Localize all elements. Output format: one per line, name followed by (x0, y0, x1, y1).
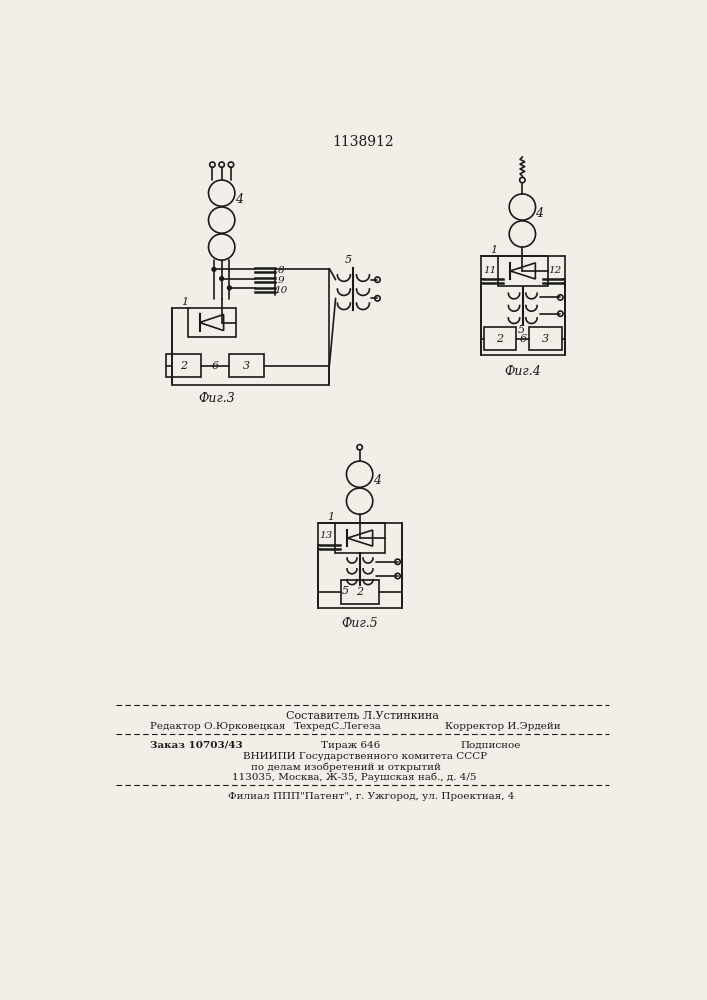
Text: Редактор О.Юрковецкая: Редактор О.Юрковецкая (151, 722, 286, 731)
Text: ТехредС.Легеза: ТехредС.Легеза (293, 722, 382, 731)
Text: 10: 10 (275, 286, 288, 295)
Text: Фиг.4: Фиг.4 (504, 365, 541, 378)
Bar (187, 308, 235, 337)
Text: 1: 1 (327, 512, 334, 522)
Circle shape (228, 286, 231, 290)
Text: 5: 5 (518, 325, 525, 335)
Text: Заказ 10703/43: Заказ 10703/43 (151, 741, 243, 750)
Text: 6: 6 (211, 361, 218, 371)
Bar (341, 580, 380, 604)
Text: 113035, Москва, Ж-35, Раушская наб., д. 4/5: 113035, Москва, Ж-35, Раушская наб., д. … (232, 773, 477, 782)
Text: 12: 12 (549, 266, 562, 275)
Bar (484, 327, 516, 350)
Bar (230, 354, 264, 377)
Text: Составитель Л.Устинкина: Составитель Л.Устинкина (286, 711, 439, 721)
Text: 8: 8 (278, 266, 285, 275)
Text: 2: 2 (496, 334, 503, 344)
Text: 4: 4 (535, 207, 544, 220)
Text: 3: 3 (542, 334, 549, 344)
Bar (530, 327, 562, 350)
Text: 13: 13 (320, 531, 332, 540)
Text: 2: 2 (356, 587, 363, 597)
Circle shape (212, 267, 216, 271)
Text: 1: 1 (181, 297, 188, 307)
Text: 4: 4 (235, 193, 243, 206)
Text: 2: 2 (180, 361, 187, 371)
Text: ВНИИПИ Государственного комитета СССР: ВНИИПИ Государственного комитета СССР (243, 752, 488, 761)
Text: Тираж 646: Тираж 646 (321, 741, 380, 750)
Text: Фиг.5: Фиг.5 (341, 617, 378, 630)
Text: Филиал ППП"Патент", г. Ужгород, ул. Проектная, 4: Филиал ППП"Патент", г. Ужгород, ул. Прое… (228, 792, 514, 801)
Text: 4: 4 (373, 474, 380, 487)
Text: 5: 5 (345, 255, 352, 265)
Bar (166, 354, 201, 377)
Text: 6: 6 (519, 334, 526, 344)
Bar (498, 256, 548, 286)
Text: Фиг.3: Фиг.3 (198, 392, 235, 405)
Text: 11: 11 (484, 266, 497, 275)
Bar (335, 523, 385, 553)
Text: 1: 1 (490, 245, 497, 255)
Text: 9: 9 (278, 276, 285, 285)
Text: Корректор И.Эрдейи: Корректор И.Эрдейи (445, 722, 561, 731)
Text: по делам изобретений и открытий: по делам изобретений и открытий (251, 762, 441, 772)
Text: 3: 3 (243, 361, 250, 371)
Circle shape (220, 277, 223, 281)
Text: Подписное: Подписное (460, 741, 521, 750)
Text: 1138912: 1138912 (332, 135, 394, 149)
Text: 5: 5 (341, 586, 349, 596)
